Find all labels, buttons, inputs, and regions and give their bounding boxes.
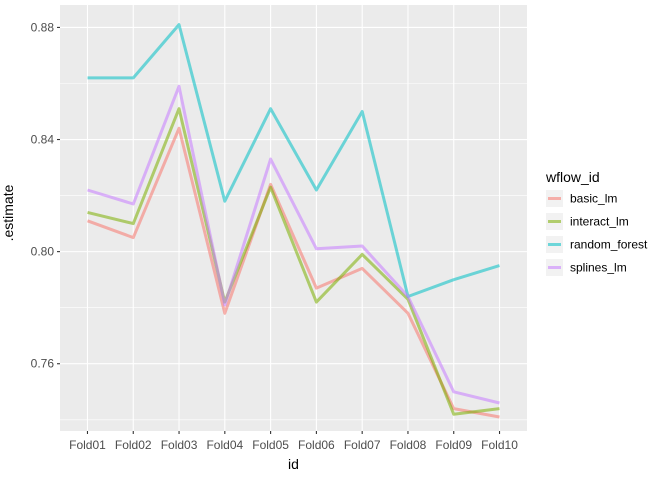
x-tick-label: Fold10 xyxy=(481,438,518,452)
x-tick-label: Fold09 xyxy=(435,438,472,452)
y-axis-ticks: 0.76 0.80 0.84 0.88 xyxy=(31,20,60,371)
x-tick-label: Fold03 xyxy=(161,438,198,452)
legend-label: interact_lm xyxy=(570,215,629,229)
plot-panel xyxy=(60,5,527,431)
series-line-splines-lm xyxy=(87,84,500,405)
y-tick-label: 0.84 xyxy=(31,133,55,147)
x-tick-label: Fold06 xyxy=(298,438,335,452)
y-tick-label: 0.76 xyxy=(31,357,55,371)
legend: wflow_id basic_lm interact_lm random_fores… xyxy=(545,169,648,276)
major-gridlines xyxy=(60,5,527,431)
y-tick-label: 0.88 xyxy=(31,20,55,34)
y-tick-label: 0.80 xyxy=(31,245,55,259)
legend-title: wflow_id xyxy=(545,169,600,185)
legend-label: splines_lm xyxy=(570,261,627,275)
x-tick-label: Fold02 xyxy=(115,438,152,452)
x-axis-ticks: Fold01 Fold02 Fold03 Fold04 Fold05 Fold06 Fold… xyxy=(69,431,518,452)
y-axis-title: .estimate xyxy=(0,184,16,241)
series-line-basic-lm xyxy=(86,126,500,419)
x-tick-label: Fold08 xyxy=(390,438,427,452)
x-tick-label: Fold05 xyxy=(252,438,289,452)
x-tick-label: Fold04 xyxy=(206,438,243,452)
series-line-random-forest xyxy=(87,23,500,298)
x-axis-title: id xyxy=(288,456,299,472)
series-lines xyxy=(86,23,500,419)
x-tick-label: Fold01 xyxy=(69,438,106,452)
series-line-interact-lm xyxy=(87,107,500,416)
legend-label: basic_lm xyxy=(570,192,617,206)
legend-items: basic_lm interact_lm random_forest splines_… xyxy=(546,190,648,276)
legend-label: random_forest xyxy=(570,238,648,252)
x-tick-label: Fold07 xyxy=(344,438,381,452)
